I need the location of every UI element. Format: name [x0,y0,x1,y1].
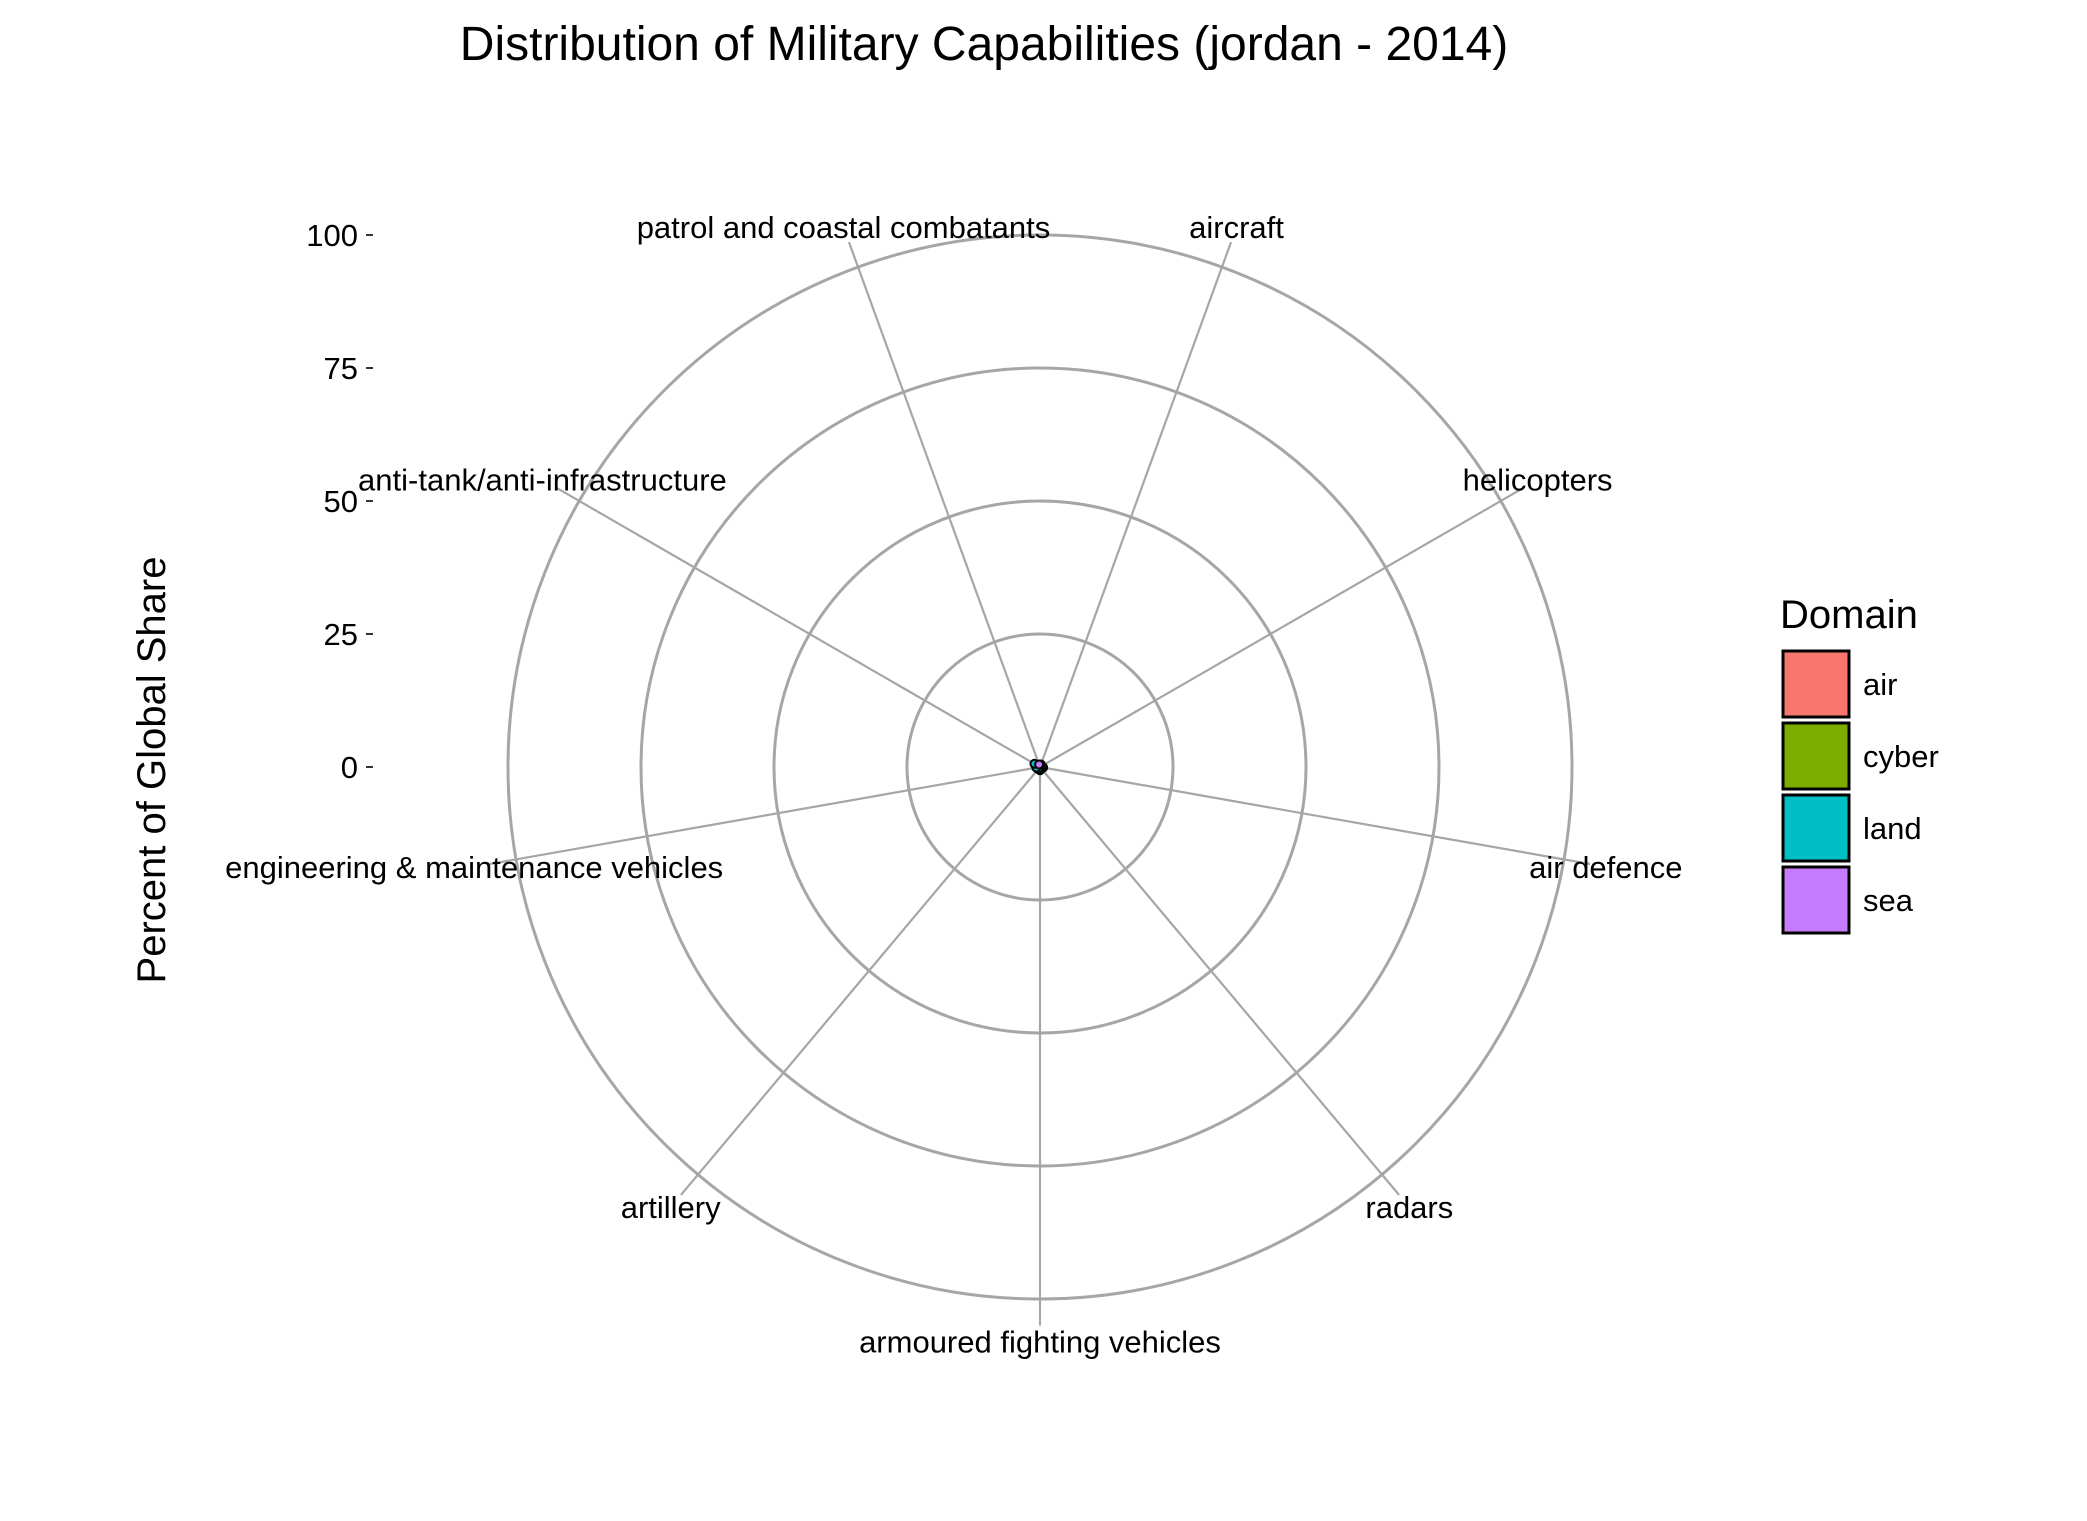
legend-swatch-cyber [1781,721,1851,791]
legend-label-air: air [1863,667,1897,702]
legend-label-cyber: cyber [1863,739,1939,774]
y-tick-label-0: 0 [341,750,358,785]
y-tick-label-25: 25 [324,617,358,652]
y-tick-label-100: 100 [306,218,358,253]
spoke-artillery [680,766,1041,1196]
category-label-patrol-and-coastal-combatants: patrol and coastal combatants [637,210,1051,245]
legend-label-sea: sea [1863,883,1914,918]
spoke-aircraft [1038,241,1233,768]
category-label-engineering-maintenance-vehicles: engineering & maintenance vehicles [225,850,723,885]
spoke-helicopters [1039,486,1525,768]
spoke-engineering-maintenance-vehicles [489,765,1041,866]
data-layer [1029,758,1049,776]
legend-swatch-air [1781,649,1851,719]
legend: Domain air cyber land sea [1780,593,1939,935]
legend-title: Domain [1780,593,1918,637]
y-axis-ticks: 0 25 50 75 100 [306,218,373,785]
category-label-artillery: artillery [621,1190,721,1225]
y-tick-label-75: 75 [324,351,358,386]
category-label-air-defence: air defence [1529,850,1682,885]
legend-label-land: land [1863,811,1922,846]
chart-title: Distribution of Military Capabilities (j… [460,18,1508,71]
category-label-radars: radars [1365,1190,1453,1225]
legend-swatch-land [1781,793,1851,863]
y-axis-label: Percent of Global Share [130,557,174,984]
legend-swatch-sea [1781,865,1851,935]
spoke-anti-tank-anti-infrastructure [555,486,1041,768]
category-label-aircraft: aircraft [1189,210,1284,245]
spoke-radars [1039,766,1400,1196]
category-label-anti-tank-anti-infrastructure: anti-tank/anti-infrastructure [358,463,727,498]
data-point-patrol-and-coastal-combatants [1034,759,1045,770]
grid-layer [489,233,1591,1326]
y-tick-label-50: 50 [324,484,358,519]
category-labels: aircraft helicopters air defence radars armo… [225,210,1682,1359]
spoke-air-defence [1039,765,1591,866]
category-label-helicopters: helicopters [1463,463,1613,498]
category-label-armoured-fighting-vehicles: armoured fighting vehicles [859,1325,1221,1360]
spoke-patrol-and-coastal-combatants [847,241,1042,768]
